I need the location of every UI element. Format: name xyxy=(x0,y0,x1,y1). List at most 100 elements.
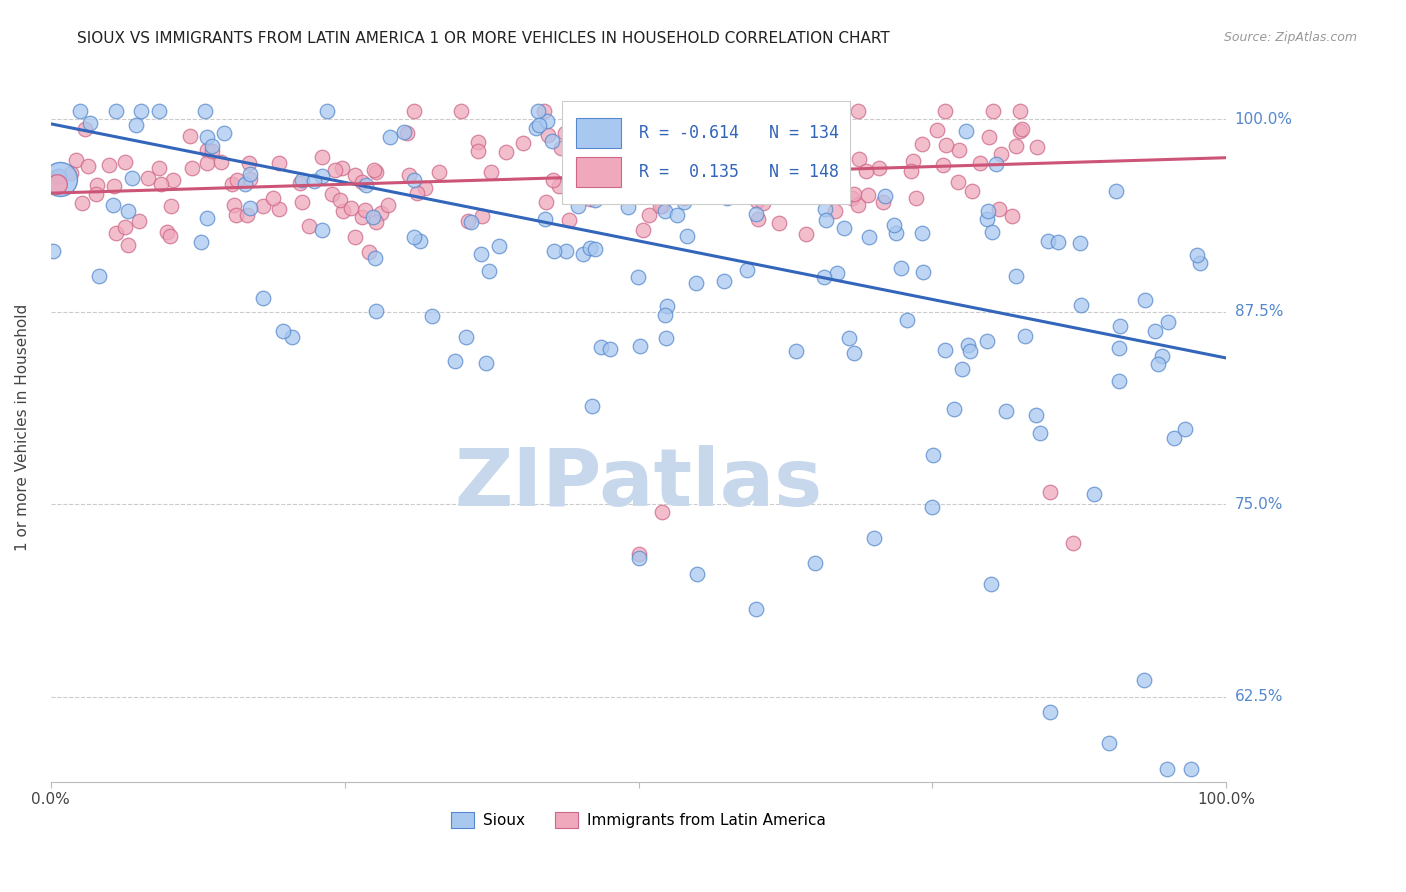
Point xyxy=(86,178,108,193)
Point xyxy=(65,153,87,167)
Point xyxy=(583,242,606,256)
Point xyxy=(48,169,70,183)
Point xyxy=(716,190,738,204)
Point xyxy=(582,104,605,119)
Point xyxy=(87,268,110,283)
Point xyxy=(396,126,419,140)
Point xyxy=(311,223,333,237)
Point xyxy=(370,206,392,220)
Y-axis label: 1 or more Vehicles in Household: 1 or more Vehicles in Household xyxy=(15,303,30,551)
Point xyxy=(488,239,510,253)
Point xyxy=(291,173,314,187)
Point xyxy=(262,191,284,205)
Point xyxy=(640,120,662,135)
Point xyxy=(288,176,311,190)
Point xyxy=(627,547,650,561)
Point xyxy=(969,156,991,170)
Point xyxy=(995,403,1018,417)
Point xyxy=(841,191,863,205)
Text: 100.0%: 100.0% xyxy=(1234,112,1292,127)
Point xyxy=(155,225,177,239)
Point xyxy=(124,118,146,132)
Point xyxy=(616,200,638,214)
Point xyxy=(654,308,676,322)
Point xyxy=(1004,139,1026,153)
Point xyxy=(814,149,837,163)
Point xyxy=(745,176,768,190)
Text: Source: ZipAtlas.com: Source: ZipAtlas.com xyxy=(1223,31,1357,45)
Point xyxy=(578,192,600,206)
Point xyxy=(352,210,374,224)
Point xyxy=(252,291,274,305)
Point xyxy=(980,577,1002,591)
Point xyxy=(672,194,695,209)
Point xyxy=(911,226,934,240)
Point xyxy=(1025,140,1047,154)
Point xyxy=(45,169,67,184)
Point xyxy=(543,244,565,258)
Point xyxy=(548,178,571,193)
Point xyxy=(804,556,827,570)
Point xyxy=(114,220,136,235)
Point xyxy=(1047,235,1070,249)
Point xyxy=(550,141,572,155)
Point xyxy=(495,145,517,159)
Point xyxy=(330,161,353,176)
Point xyxy=(404,104,426,119)
Point xyxy=(269,156,291,170)
Point xyxy=(654,204,676,219)
Point xyxy=(610,128,633,142)
Point xyxy=(1150,349,1173,363)
Point xyxy=(361,211,384,225)
Point xyxy=(1039,485,1062,500)
Point xyxy=(1014,329,1036,343)
Point xyxy=(271,324,294,338)
Point xyxy=(976,211,998,226)
Point xyxy=(811,170,834,185)
Point xyxy=(943,402,966,417)
Point xyxy=(946,175,969,189)
Point xyxy=(631,223,654,237)
Point xyxy=(1025,408,1047,422)
Point xyxy=(194,104,217,119)
Point xyxy=(979,130,1001,145)
Point xyxy=(209,154,232,169)
Point xyxy=(76,159,98,173)
Point xyxy=(541,134,564,148)
Point xyxy=(1147,357,1170,371)
Point xyxy=(149,177,172,191)
Point xyxy=(1036,234,1059,248)
Point xyxy=(600,152,623,166)
Text: 62.5%: 62.5% xyxy=(1234,690,1284,705)
Point xyxy=(1174,422,1197,436)
Point xyxy=(454,329,477,343)
Point xyxy=(599,342,621,356)
Point xyxy=(225,208,247,222)
Point xyxy=(855,164,877,178)
Point xyxy=(848,152,870,166)
Point xyxy=(60,166,83,180)
Point xyxy=(1001,209,1024,223)
Point xyxy=(457,214,479,228)
Point xyxy=(890,260,912,275)
Point xyxy=(1185,248,1208,262)
Point xyxy=(562,151,585,165)
Point xyxy=(536,113,558,128)
Point xyxy=(814,202,837,217)
Point xyxy=(1156,762,1178,776)
Point xyxy=(723,188,745,202)
Point xyxy=(1156,315,1178,329)
Point xyxy=(571,156,593,170)
Point xyxy=(794,227,817,241)
Point xyxy=(104,226,127,240)
Point xyxy=(222,197,245,211)
Point xyxy=(524,121,547,136)
Point xyxy=(344,169,367,183)
Point xyxy=(105,104,128,119)
Point xyxy=(927,122,949,136)
Point xyxy=(702,144,724,158)
Point xyxy=(832,221,855,235)
Point xyxy=(1105,184,1128,198)
Point xyxy=(883,218,905,232)
Point xyxy=(810,178,832,192)
